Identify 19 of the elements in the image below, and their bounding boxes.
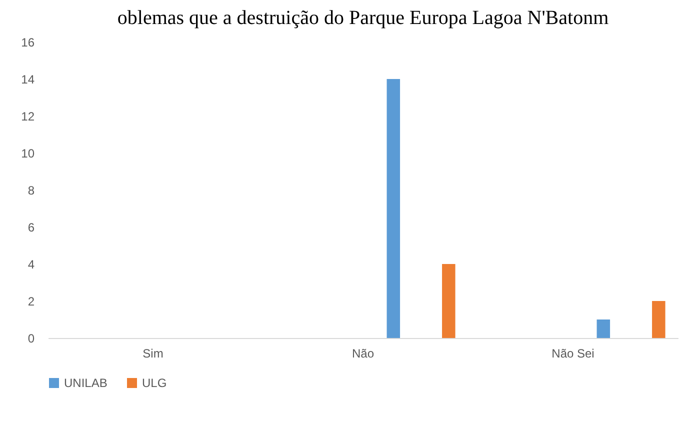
y-tick-label: 6 xyxy=(28,220,35,234)
y-tick-label: 10 xyxy=(21,146,35,160)
y-tick-label: 12 xyxy=(21,110,35,124)
y-tick-label: 8 xyxy=(28,184,35,198)
y-tick-label: 2 xyxy=(28,294,35,308)
x-tick-label: Não xyxy=(352,346,374,360)
bar xyxy=(596,320,610,338)
bar xyxy=(386,79,400,338)
legend-label: UNILAB xyxy=(64,376,108,390)
bar xyxy=(652,301,666,338)
legend-label: ULG xyxy=(142,376,167,390)
bar xyxy=(442,264,456,338)
chart-title: oblemas que a destruição do Parque Europa Lagoa N'Batonm xyxy=(117,7,610,29)
y-tick-label: 4 xyxy=(28,258,35,272)
y-tick-label: 16 xyxy=(21,36,35,50)
y-tick-label: 0 xyxy=(28,332,35,346)
x-tick-label: Não Sei xyxy=(552,346,594,360)
y-tick-label: 14 xyxy=(21,72,35,86)
x-tick-label: Sim xyxy=(142,346,164,360)
